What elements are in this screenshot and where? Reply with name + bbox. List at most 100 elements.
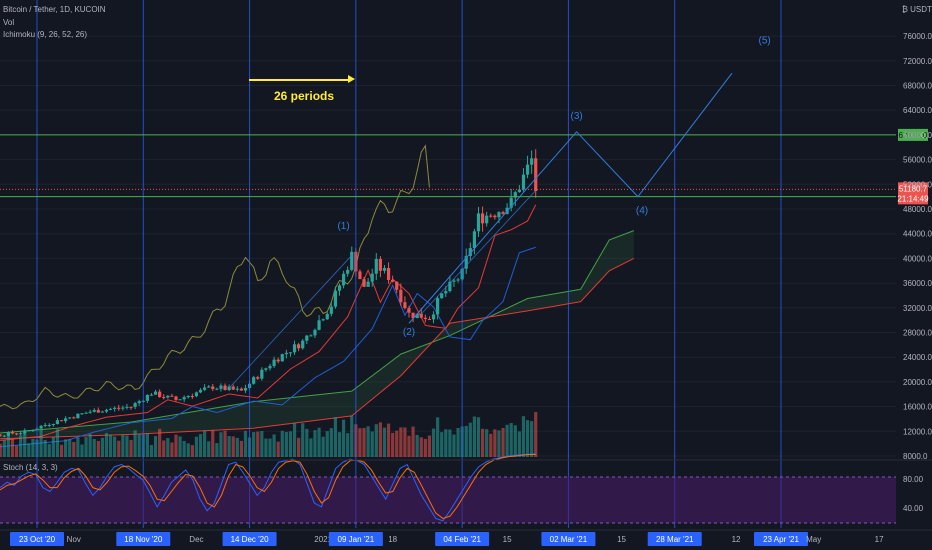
candle-body bbox=[215, 388, 219, 390]
volume-bar bbox=[113, 436, 117, 457]
candle-body bbox=[182, 397, 186, 400]
volume-bar bbox=[272, 434, 276, 457]
volume-bar bbox=[411, 426, 415, 457]
volume-bar bbox=[170, 442, 174, 457]
candle-body bbox=[55, 420, 60, 425]
candle-body bbox=[350, 251, 354, 270]
wave-projection-line bbox=[408, 72, 733, 324]
wave-label-0: (1) bbox=[337, 221, 349, 232]
volume-bar bbox=[108, 434, 113, 457]
last-price-tag: 51180.7 bbox=[899, 184, 928, 193]
volume-bar bbox=[153, 435, 158, 457]
stoch-axis-1: 40.00 bbox=[903, 504, 924, 513]
volume-bar bbox=[194, 436, 199, 457]
volume-bar bbox=[419, 437, 423, 457]
volume-bar bbox=[198, 434, 203, 457]
volume-bar bbox=[468, 422, 472, 457]
candle-body bbox=[464, 255, 468, 269]
candle-body bbox=[517, 189, 521, 193]
candle-body bbox=[239, 388, 243, 391]
time-tag-4: 14 Dec '20 bbox=[231, 535, 270, 544]
price-axis-label-16: 12000.0 bbox=[903, 427, 932, 436]
volume-bar bbox=[219, 432, 223, 457]
stoch-series-0 bbox=[0, 453, 536, 522]
candle-body bbox=[391, 279, 395, 282]
candle-body bbox=[415, 313, 419, 319]
candle-body bbox=[476, 213, 481, 232]
time-tag-0: 23 Oct '20 bbox=[19, 535, 56, 544]
volume-bar bbox=[505, 424, 509, 457]
symbol-title: Bitcoin / Tether, 1D, KUCOIN bbox=[3, 5, 106, 14]
candle-body bbox=[76, 413, 80, 419]
volume-bar bbox=[391, 432, 395, 457]
volume-bar bbox=[382, 427, 387, 457]
candle-body bbox=[370, 273, 374, 282]
candle-body bbox=[374, 258, 378, 274]
stoch-band bbox=[0, 477, 896, 523]
price-axis-label-2: 68000.0 bbox=[903, 82, 932, 91]
time-tag-bg-10 bbox=[541, 532, 596, 546]
candle-body bbox=[68, 417, 72, 419]
price-axis-label-0: 76000.0 bbox=[903, 32, 932, 41]
volume-bar bbox=[252, 432, 256, 457]
volume-bar bbox=[6, 432, 10, 457]
time-tag-bg-2 bbox=[116, 532, 171, 546]
volume-bar bbox=[456, 427, 460, 457]
volume-bar bbox=[260, 430, 264, 457]
time-label-16: 17 bbox=[875, 535, 884, 544]
candle-body bbox=[497, 212, 501, 218]
candle-body bbox=[6, 432, 10, 436]
candle-body bbox=[227, 386, 231, 390]
volume-bar bbox=[166, 438, 170, 457]
candle-body bbox=[341, 273, 346, 286]
candle-body bbox=[96, 410, 100, 413]
candle-body bbox=[47, 424, 51, 426]
wave-3-line bbox=[420, 190, 537, 315]
candle-body bbox=[104, 409, 109, 412]
volume-bar bbox=[317, 427, 321, 457]
wave-label-2: (3) bbox=[570, 111, 582, 122]
volume-bar bbox=[329, 428, 333, 457]
time-tag-2: 18 Nov '20 bbox=[124, 535, 163, 544]
candle-body bbox=[301, 340, 305, 349]
candle-body bbox=[186, 396, 190, 398]
candle-body bbox=[468, 248, 472, 256]
vol-legend: Vol bbox=[3, 18, 15, 27]
candle-body bbox=[313, 329, 317, 336]
volume-bar bbox=[84, 437, 88, 457]
volume-bar bbox=[395, 430, 399, 457]
wave-1-line bbox=[228, 255, 353, 389]
time-tag-12: 28 Mar '21 bbox=[656, 535, 694, 544]
candle-body bbox=[10, 432, 15, 434]
volume-bar bbox=[190, 445, 194, 457]
candle-body bbox=[51, 424, 55, 426]
volume-bar bbox=[268, 438, 272, 457]
volume-bar bbox=[350, 415, 354, 457]
volume-bar bbox=[501, 427, 505, 457]
price-axis-label-9: 40000.0 bbox=[903, 254, 932, 263]
volume-bar bbox=[149, 445, 154, 457]
time-tag-bg-0 bbox=[10, 532, 64, 546]
time-label-5: 2021 bbox=[314, 535, 332, 544]
price-axis-label-15: 16000.0 bbox=[903, 403, 932, 412]
volume-bar bbox=[497, 430, 501, 457]
volume-bar bbox=[121, 434, 125, 457]
candle-body bbox=[530, 158, 534, 165]
volume-bar bbox=[31, 438, 35, 457]
volume-bar bbox=[55, 429, 60, 457]
volume-bar bbox=[207, 441, 211, 457]
volume-bar bbox=[76, 437, 80, 457]
volume-bar bbox=[374, 424, 378, 457]
candle-body bbox=[231, 386, 235, 390]
volume-bar bbox=[427, 435, 432, 457]
price-axis-label-5: 56000.0 bbox=[903, 156, 932, 165]
wave-label-3: (4) bbox=[636, 205, 648, 216]
volume-bar bbox=[239, 440, 243, 457]
candle-body bbox=[407, 308, 411, 313]
price-axis-label-4: 60000.0 bbox=[903, 131, 932, 140]
time-tag-10: 02 Mar '21 bbox=[550, 535, 588, 544]
volume-bar bbox=[223, 430, 227, 457]
volume-bar bbox=[125, 435, 129, 457]
candle-body bbox=[235, 388, 239, 390]
